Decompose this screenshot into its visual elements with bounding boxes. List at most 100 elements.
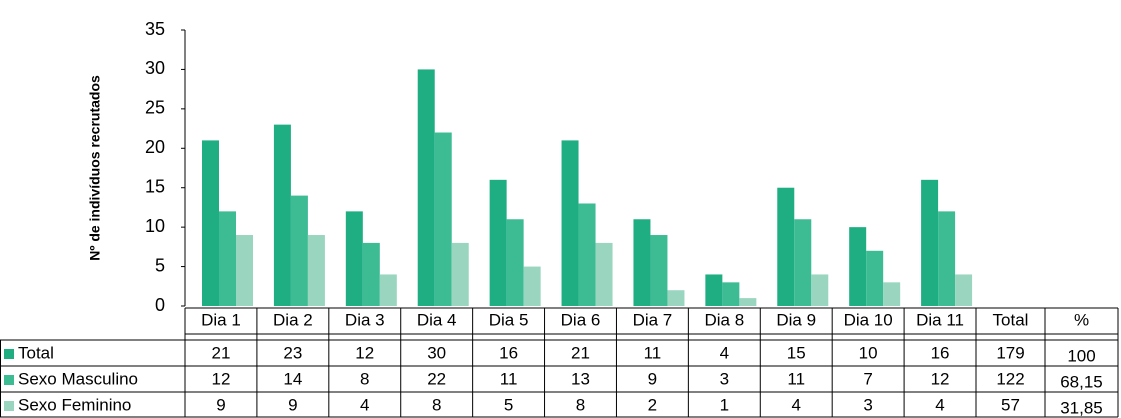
bar bbox=[379, 274, 397, 306]
table-value: 15 bbox=[787, 343, 806, 362]
x-tick-label: Dia 5 bbox=[489, 310, 529, 329]
bar bbox=[866, 250, 884, 306]
bar bbox=[955, 274, 973, 306]
table-value: 9 bbox=[648, 369, 657, 388]
table-value: 12 bbox=[931, 369, 950, 388]
table-value: 22 bbox=[427, 369, 446, 388]
x-tick-label: Dia 6 bbox=[561, 310, 601, 329]
x-tick-label: Dia 7 bbox=[633, 310, 673, 329]
table-value: 12 bbox=[355, 343, 374, 362]
table-value: 4 bbox=[935, 395, 944, 414]
table-value: 3 bbox=[863, 395, 872, 414]
legend-swatch bbox=[4, 375, 14, 385]
table-value: 5 bbox=[504, 395, 513, 414]
bar bbox=[219, 211, 236, 306]
y-tick-label: 15 bbox=[145, 176, 165, 196]
x-tick-label: Dia 10 bbox=[844, 310, 893, 329]
x-tick-label: Dia 1 bbox=[201, 310, 241, 329]
bar bbox=[236, 235, 253, 306]
bar bbox=[595, 242, 613, 306]
bar bbox=[362, 242, 380, 306]
bar bbox=[506, 219, 524, 306]
y-tick-label: 0 bbox=[155, 295, 165, 315]
table-value: 23 bbox=[283, 343, 302, 362]
table-value: 11 bbox=[644, 343, 662, 362]
legend-swatch bbox=[4, 349, 14, 359]
bar bbox=[202, 140, 219, 306]
legend-swatch bbox=[4, 401, 14, 411]
x-tick-label: Dia 2 bbox=[273, 310, 313, 329]
table-value: 10 bbox=[859, 343, 878, 362]
bar bbox=[417, 69, 435, 306]
y-tick-label: 20 bbox=[145, 137, 165, 157]
bar bbox=[434, 132, 452, 306]
table-value: 16 bbox=[931, 343, 950, 362]
bar bbox=[667, 290, 685, 306]
table-total: 122 bbox=[996, 369, 1024, 388]
table-header: Total bbox=[993, 310, 1029, 329]
bar bbox=[345, 211, 363, 306]
table-value: 2 bbox=[648, 395, 657, 414]
table-value: 11 bbox=[500, 369, 518, 388]
table-total: 57 bbox=[1001, 395, 1020, 414]
legend-label: Sexo Feminino bbox=[18, 395, 131, 414]
table-value: 4 bbox=[360, 395, 369, 414]
legend-label: Total bbox=[18, 343, 54, 362]
table-total: 179 bbox=[996, 343, 1024, 362]
table-value: 21 bbox=[211, 343, 230, 362]
table-value: 4 bbox=[791, 395, 800, 414]
bar bbox=[722, 282, 740, 306]
table-value: 21 bbox=[571, 343, 590, 362]
y-tick-label: 35 bbox=[145, 19, 165, 39]
bar bbox=[811, 274, 829, 306]
bar bbox=[561, 140, 579, 306]
bar bbox=[849, 227, 867, 306]
bar bbox=[739, 298, 757, 306]
table-value: 30 bbox=[427, 343, 446, 362]
y-axis-label: Nº de indivíduos recrutados bbox=[87, 75, 103, 261]
table-value: 8 bbox=[360, 369, 369, 388]
bar bbox=[523, 266, 541, 306]
table-value: 11 bbox=[787, 369, 805, 388]
bar bbox=[290, 195, 308, 306]
bar bbox=[633, 219, 651, 306]
legend-label: Sexo Masculino bbox=[18, 369, 138, 388]
table-value: 1 bbox=[720, 395, 729, 414]
x-tick-label: Dia 8 bbox=[704, 310, 744, 329]
x-tick-label: Dia 4 bbox=[417, 310, 457, 329]
table-value: 16 bbox=[499, 343, 518, 362]
y-tick-label: 5 bbox=[155, 255, 165, 275]
table-value: 3 bbox=[720, 369, 729, 388]
bar bbox=[938, 211, 956, 306]
bar bbox=[777, 187, 795, 306]
table-value: 12 bbox=[211, 369, 230, 388]
table-percent: 100 bbox=[1067, 346, 1095, 365]
x-tick-label: Dia 3 bbox=[345, 310, 385, 329]
x-tick-label: Dia 11 bbox=[916, 310, 964, 329]
y-tick-label: 10 bbox=[145, 216, 165, 236]
bar bbox=[307, 235, 325, 306]
y-tick-label: 25 bbox=[145, 98, 165, 118]
bar bbox=[705, 274, 723, 306]
bar bbox=[489, 179, 507, 306]
table-value: 9 bbox=[288, 395, 297, 414]
table-value: 13 bbox=[571, 369, 590, 388]
table-value: 4 bbox=[720, 343, 729, 362]
table-value: 9 bbox=[216, 395, 225, 414]
table-value: 8 bbox=[576, 395, 585, 414]
table-value: 7 bbox=[863, 369, 872, 388]
table-percent: 68,15 bbox=[1060, 372, 1103, 391]
bar bbox=[794, 219, 812, 306]
bar bbox=[921, 179, 939, 306]
bar bbox=[883, 282, 901, 306]
bar bbox=[578, 203, 596, 306]
table-percent: 31,85 bbox=[1060, 398, 1103, 417]
bar bbox=[650, 235, 668, 306]
y-tick-label: 30 bbox=[145, 58, 165, 78]
table-header: % bbox=[1074, 310, 1089, 329]
bar bbox=[451, 242, 469, 306]
bar bbox=[273, 124, 291, 306]
table-value: 14 bbox=[283, 369, 302, 388]
table-value: 8 bbox=[432, 395, 441, 414]
